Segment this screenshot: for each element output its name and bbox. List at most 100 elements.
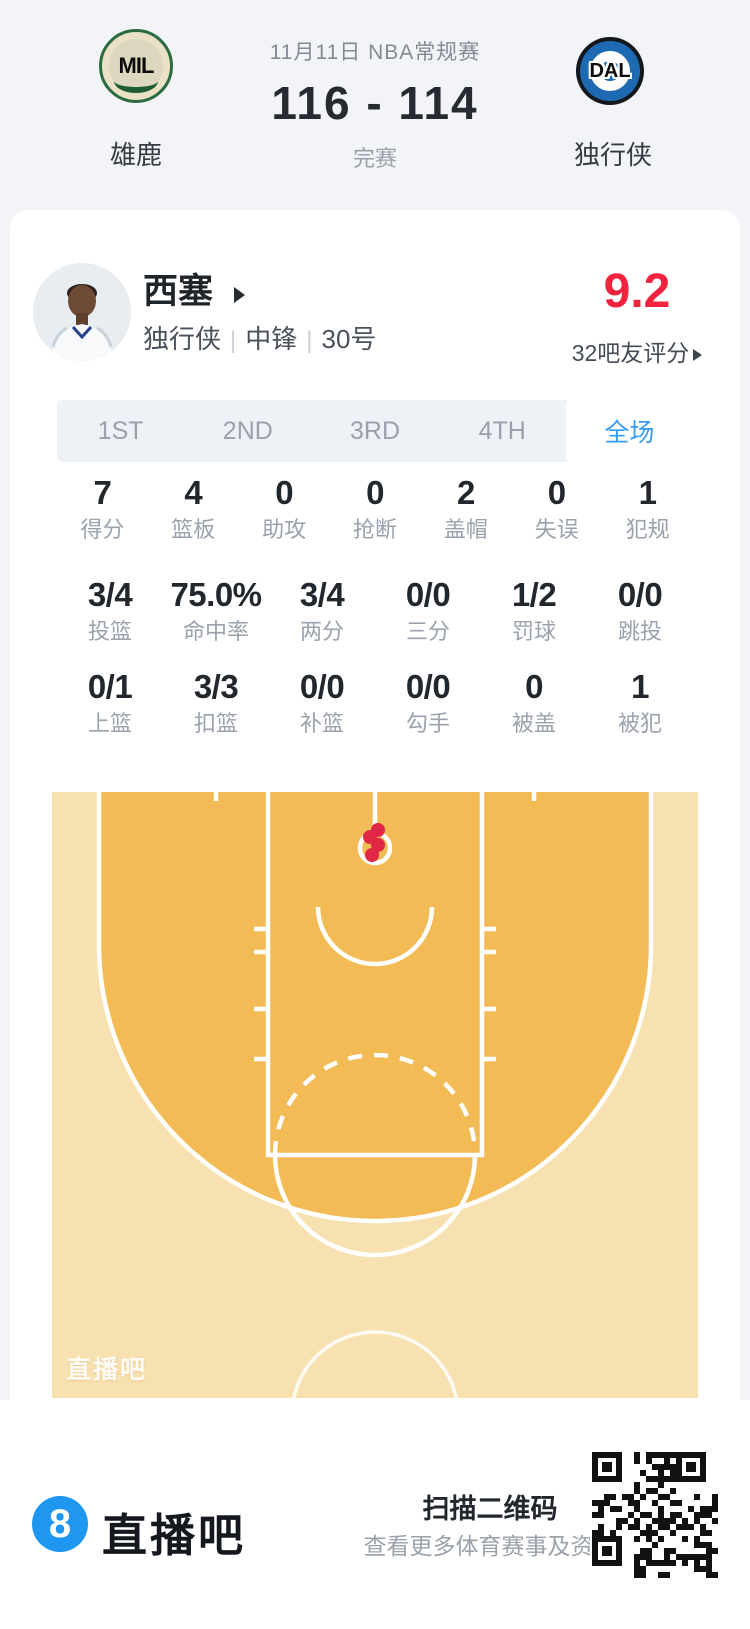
player-name-arrow-icon[interactable] <box>234 287 245 303</box>
rating-value: 9.2 <box>603 265 671 318</box>
stat-label: 扣篮 <box>193 711 238 736</box>
player-position: 中锋 <box>245 324 298 354</box>
stat-turnovers: 0 失误 <box>511 472 602 543</box>
stat-tipin: 0/0 补篮 <box>269 666 375 737</box>
stat-value: 1/2 <box>511 576 557 613</box>
stat-value: 0 <box>275 474 294 511</box>
stat-ft: 1/2 罚球 <box>481 574 587 645</box>
stat-blocks: 2 盖帽 <box>420 472 511 543</box>
rating-label-text: 32吧友评分 <box>571 340 690 366</box>
competition-date: 11月11日 NBA常规赛 <box>269 41 481 64</box>
home-team-name[interactable]: 雄鹿 <box>109 140 162 170</box>
player-team: 独行侠 <box>143 324 222 354</box>
stat-value: 0/0 <box>405 576 451 613</box>
stat-blocked: 0 被盖 <box>481 666 587 737</box>
stat-layup: 0/1 上篮 <box>57 666 163 737</box>
stat-points: 7 得分 <box>57 472 148 543</box>
stat-label: 勾手 <box>405 711 450 736</box>
stat-fouled: 1 被犯 <box>587 666 693 737</box>
stat-value: 1 <box>638 474 657 511</box>
stats-row-basic: 7 得分 4 篮板 0 助攻 0 抢断 2 盖帽 0 失误 1 犯规 <box>57 472 693 543</box>
stat-fg: 3/4 投篮 <box>57 574 163 645</box>
team-logo-dal[interactable]: DAL <box>576 37 644 105</box>
tab-1st[interactable]: 1ST <box>97 416 144 445</box>
stat-value: 7 <box>93 474 112 511</box>
meta-separator: | <box>230 327 237 354</box>
stat-label: 盖帽 <box>443 517 488 542</box>
stat-value: 4 <box>184 474 203 511</box>
rating-arrow-icon <box>693 349 703 361</box>
stat-value: 0/0 <box>299 668 345 705</box>
zhibo8-logo-icon: 8 <box>32 1496 88 1552</box>
court-drawing <box>52 792 698 1398</box>
logo-8: 8 <box>48 1502 72 1546</box>
stat-value: 3/4 <box>87 576 133 613</box>
court-watermark: 直播吧 <box>66 1356 148 1384</box>
meta-separator: | <box>306 327 313 354</box>
stat-assists: 0 助攻 <box>239 472 330 543</box>
tab-full-game[interactable]: 全场 <box>565 400 694 462</box>
mil-logo-swoosh <box>114 69 158 93</box>
stat-hook: 0/0 勾手 <box>375 666 481 737</box>
shot-layer <box>363 823 385 862</box>
player-number: 30号 <box>321 324 377 354</box>
away-team-name[interactable]: 独行侠 <box>573 140 652 170</box>
stat-label: 得分 <box>80 517 125 542</box>
stat-value: 0/1 <box>87 668 133 705</box>
match-status: 完赛 <box>352 146 397 171</box>
stat-value: 75.0% <box>170 576 262 613</box>
stat-value: 3/4 <box>299 576 345 613</box>
brand-name: 直播吧 <box>102 1510 247 1561</box>
stat-label: 命中率 <box>182 619 249 644</box>
stat-dunk: 3/3 扣篮 <box>163 666 269 737</box>
qr-code <box>590 1450 726 1586</box>
stat-label: 失误 <box>534 517 579 542</box>
stats-row-detail: 0/1 上篮 3/3 扣篮 0/0 补篮 0/0 勾手 0 被盖 1 被犯 <box>57 666 693 737</box>
rating-label[interactable]: 32吧友评分 <box>542 334 732 368</box>
tab-3rd[interactable]: 3RD <box>350 416 401 445</box>
shot-marker <box>365 848 379 862</box>
tab-2nd[interactable]: 2ND <box>222 416 273 445</box>
match-header: MIL 11月11日 NBA常规赛 116 - 114 完赛 DAL 雄鹿 独行… <box>0 0 750 210</box>
stat-value: 3/3 <box>193 668 239 705</box>
dal-abbr: DAL <box>589 59 631 82</box>
player-stats-card: 西塞 独行侠 | 中锋 | 30号 9.2 32吧友评分 1ST 2ND 3RD 4TH… <box>10 210 740 1400</box>
stat-3pt: 0/0 三分 <box>375 574 481 645</box>
team-logo-mil[interactable]: MIL <box>99 29 173 103</box>
mil-abbr: MIL <box>118 53 155 78</box>
stats-row-shooting: 3/4 投篮 75.0% 命中率 3/4 两分 0/0 三分 1/2 罚球 0/0 跳投 <box>57 574 693 645</box>
stat-label: 跳投 <box>617 619 662 644</box>
stat-fg-pct: 75.0% 命中率 <box>163 574 269 645</box>
player-avatar[interactable] <box>33 263 131 361</box>
match-score: 116 - 114 <box>271 77 479 129</box>
stat-label: 罚球 <box>511 619 556 644</box>
period-tabs: 1ST 2ND 3RD 4TH 全场 <box>57 400 694 462</box>
stat-label: 两分 <box>299 619 344 644</box>
player-name[interactable]: 西塞 <box>143 272 214 311</box>
stat-value: 0/0 <box>405 668 451 705</box>
stat-value: 1 <box>631 668 649 705</box>
player-meta: 独行侠 | 中锋 | 30号 <box>143 323 376 357</box>
stat-label: 抢断 <box>353 517 398 542</box>
stat-value: 0/0 <box>617 576 663 613</box>
stat-label: 三分 <box>405 619 450 644</box>
stat-label: 篮板 <box>171 517 216 542</box>
shot-chart-court: 直播吧 <box>52 792 698 1398</box>
tab-4th[interactable]: 4TH <box>478 416 526 445</box>
stat-label: 投篮 <box>87 619 132 644</box>
stat-jumpshot: 0/0 跳投 <box>587 574 693 645</box>
stat-value: 0 <box>366 474 384 511</box>
app-footer: 8 直播吧 扫描二维码 查看更多体育赛事及资讯 <box>0 1400 750 1629</box>
stat-label: 上篮 <box>87 711 132 736</box>
stat-label: 补篮 <box>299 711 344 736</box>
stat-label: 犯规 <box>625 517 670 542</box>
player-avatar-image <box>33 263 131 361</box>
stat-fouls: 1 犯规 <box>602 472 693 543</box>
stat-steals: 0 抢断 <box>330 472 421 543</box>
stat-value: 2 <box>456 474 475 511</box>
stat-2pt: 3/4 两分 <box>269 574 375 645</box>
qr-subtitle: 查看更多体育赛事及资讯 <box>363 1533 617 1559</box>
qr-text-block: 扫描二维码 查看更多体育赛事及资讯 <box>330 1493 650 1560</box>
stat-value: 0 <box>547 474 566 511</box>
